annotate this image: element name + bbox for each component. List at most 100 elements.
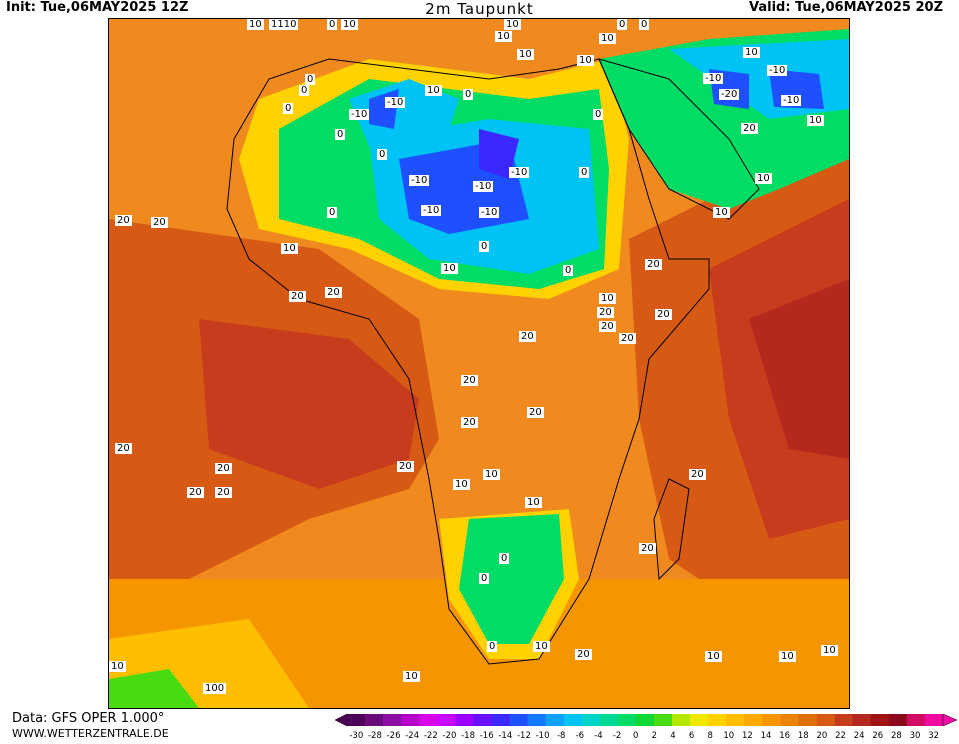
- contour-label: 10: [807, 115, 824, 126]
- contour-label: 20: [461, 417, 478, 428]
- contour-label: 0: [479, 573, 490, 584]
- scale-swatch: [888, 714, 908, 726]
- contour-label: 20: [187, 487, 204, 498]
- contour-label: 0: [617, 19, 628, 30]
- contour-label: -10: [767, 65, 788, 76]
- scale-tick-label: -20: [442, 731, 456, 740]
- scale-tick-label: 26: [872, 731, 883, 740]
- contour-label: 10: [525, 497, 542, 508]
- map-field: [109, 19, 849, 708]
- scale-swatch: [834, 714, 853, 726]
- scale-tick-label: -26: [387, 731, 401, 740]
- scale-swatch: [455, 714, 474, 726]
- contour-label: 0: [639, 19, 650, 30]
- scale-tick-label: 6: [689, 731, 694, 740]
- scale-swatch: [545, 714, 565, 726]
- scale-swatch: [491, 714, 510, 726]
- contour-label: 10: [441, 263, 458, 274]
- scale-swatch: [473, 714, 492, 726]
- data-source-label: Data: GFS OPER 1.000°: [12, 711, 165, 726]
- contour-label: -10: [703, 73, 724, 84]
- scale-swatch: [563, 714, 583, 726]
- init-time-label: Init: Tue,06MAY2025 12Z: [6, 0, 189, 15]
- scale-tick-label: 20: [817, 731, 828, 740]
- contour-label: -10: [509, 167, 530, 178]
- scale-swatch: [924, 714, 944, 726]
- contour-label: 10: [403, 671, 420, 682]
- contour-label: 20: [575, 649, 592, 660]
- africa-coastline: [226, 58, 710, 665]
- scale-tick-label: -22: [424, 731, 438, 740]
- scale-tick-label: 30: [910, 731, 921, 740]
- scale-tick-label: -28: [368, 731, 382, 740]
- contour-label: 20: [639, 543, 656, 554]
- contour-label: 0: [579, 167, 590, 178]
- scale-tick-label: 22: [835, 731, 846, 740]
- scale-swatch: [672, 714, 691, 726]
- color-scale-legend: -30 -28 -26 -24 -22 -20 -18 -16 -14 -12 -10 -8 -6 -4-…: [333, 712, 959, 744]
- contour-label: 10: [821, 645, 838, 656]
- scale-tick-label: 4: [670, 731, 675, 740]
- gulf-guinea-area: [199, 319, 419, 489]
- scale-tick-label: 24: [854, 731, 865, 740]
- contour-label: 0: [305, 74, 316, 85]
- contour-label: 20: [599, 321, 616, 332]
- madagascar-coastline: [653, 478, 690, 581]
- contour-label: 10: [577, 55, 594, 66]
- contour-label: 0: [463, 89, 474, 100]
- scale-tick-label: -24: [405, 731, 419, 740]
- contour-label: -10: [479, 207, 500, 218]
- contour-label: -10: [421, 205, 442, 216]
- contour-label: 20: [115, 215, 132, 226]
- color-scale-bar: -30 -28 -26 -24 -22 -20 -18 -16 -14 -12 -10 -8 -6 -4-…: [334, 713, 958, 741]
- contour-label: 10: [533, 641, 550, 652]
- contour-label: 10: [425, 85, 442, 96]
- scale-tick-label: 12: [742, 731, 753, 740]
- scale-swatch: [527, 714, 546, 726]
- contour-label: 10: [281, 243, 298, 254]
- contour-label: 10: [517, 49, 534, 60]
- contour-label: 0: [299, 85, 310, 96]
- contour-label: 20: [397, 461, 414, 472]
- scale-tick-label: -18: [461, 731, 475, 740]
- scale-tick-label: -2: [613, 731, 621, 740]
- contour-label: 20: [741, 123, 758, 134]
- scale-swatch: [708, 714, 727, 726]
- contour-label: -10: [781, 95, 802, 106]
- contour-label: 0: [335, 129, 346, 140]
- scale-tick-label: 28: [891, 731, 902, 740]
- contour-label: 0: [283, 103, 294, 114]
- scale-swatch: [437, 714, 456, 726]
- contour-label: -10: [473, 181, 494, 192]
- far-southwest-dry: [109, 669, 199, 708]
- scale-swatch: [780, 714, 799, 726]
- scale-swatch: [654, 714, 673, 726]
- contour-label: 0: [563, 265, 574, 276]
- contour-label: 0: [479, 241, 490, 252]
- scale-swatch: [906, 714, 926, 726]
- contour-label: 10: [109, 661, 126, 672]
- scale-tick-label: 18: [798, 731, 809, 740]
- scale-tick-label: -30: [349, 731, 363, 740]
- scale-swatch: [816, 714, 835, 726]
- contour-label: 10: [495, 31, 512, 42]
- scale-swatch: [870, 714, 890, 726]
- contour-label: 0: [327, 207, 338, 218]
- contour-label: 20: [115, 443, 132, 454]
- scale-swatch: [635, 714, 655, 726]
- scale-tick-label: 10: [723, 731, 734, 740]
- scale-swatch: [401, 714, 420, 726]
- contour-label: 20: [325, 287, 342, 298]
- contour-label: 0: [487, 641, 498, 652]
- scale-tick-label: 16: [779, 731, 790, 740]
- contour-label: -20: [719, 89, 740, 100]
- scale-swatch: [617, 714, 637, 726]
- contour-label: 20: [461, 375, 478, 386]
- contour-label: 0: [593, 109, 604, 120]
- scale-tick-label: -8: [557, 731, 565, 740]
- contour-label: 20: [519, 331, 536, 342]
- contour-label: 20: [619, 333, 636, 344]
- scale-tick-label: -12: [517, 731, 531, 740]
- contour-label: 10: [504, 19, 521, 30]
- valid-time-label: Valid: Tue,06MAY2025 20Z: [749, 0, 943, 15]
